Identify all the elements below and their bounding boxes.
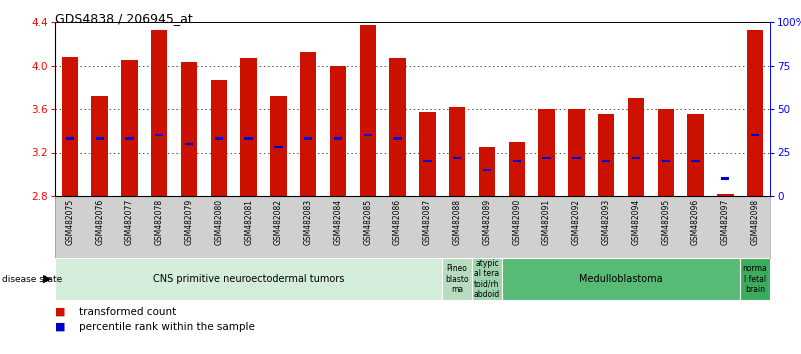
- Text: Medulloblastoma: Medulloblastoma: [579, 274, 663, 284]
- Bar: [240, 58, 257, 196]
- Bar: [740, 258, 770, 300]
- Bar: [538, 109, 555, 196]
- Text: percentile rank within the sample: percentile rank within the sample: [79, 322, 255, 332]
- Bar: [747, 30, 763, 196]
- Text: transformed count: transformed count: [79, 307, 176, 317]
- Bar: [449, 107, 465, 196]
- Bar: [300, 52, 316, 196]
- Bar: [453, 156, 461, 159]
- Bar: [691, 160, 700, 162]
- Bar: [572, 156, 581, 159]
- Text: GSM482091: GSM482091: [542, 199, 551, 245]
- Text: GSM482096: GSM482096: [691, 199, 700, 245]
- Bar: [479, 147, 495, 196]
- Bar: [66, 137, 74, 140]
- Bar: [502, 258, 740, 300]
- Text: ▶: ▶: [43, 274, 51, 284]
- Text: GSM482084: GSM482084: [333, 199, 343, 245]
- Text: GDS4838 / 206945_at: GDS4838 / 206945_at: [55, 12, 193, 25]
- Bar: [598, 114, 614, 196]
- Text: GSM482086: GSM482086: [393, 199, 402, 245]
- Bar: [483, 169, 491, 171]
- Bar: [121, 60, 138, 196]
- Bar: [185, 143, 193, 145]
- Bar: [423, 160, 432, 162]
- Bar: [472, 258, 502, 300]
- Text: disease state: disease state: [2, 274, 62, 284]
- Bar: [628, 98, 644, 196]
- Bar: [95, 137, 104, 140]
- Bar: [364, 134, 372, 136]
- Text: GSM482092: GSM482092: [572, 199, 581, 245]
- Bar: [602, 160, 610, 162]
- Bar: [509, 142, 525, 196]
- Text: GSM482076: GSM482076: [95, 199, 104, 245]
- Text: GSM482082: GSM482082: [274, 199, 283, 245]
- Bar: [125, 137, 134, 140]
- Bar: [662, 160, 670, 162]
- Text: norma
l fetal
brain: norma l fetal brain: [743, 264, 767, 294]
- Bar: [304, 137, 312, 140]
- Text: GSM482078: GSM482078: [155, 199, 163, 245]
- Bar: [270, 96, 287, 196]
- Bar: [211, 80, 227, 196]
- Bar: [389, 58, 406, 196]
- Text: GSM482094: GSM482094: [631, 199, 641, 245]
- Text: GSM482090: GSM482090: [513, 199, 521, 245]
- Bar: [334, 137, 342, 140]
- Bar: [155, 134, 163, 136]
- Text: Pineo
blasto
ma: Pineo blasto ma: [445, 264, 469, 294]
- Text: GSM482083: GSM482083: [304, 199, 312, 245]
- Bar: [62, 57, 78, 196]
- Bar: [244, 137, 253, 140]
- Bar: [717, 194, 734, 196]
- Bar: [687, 114, 704, 196]
- Bar: [568, 109, 585, 196]
- Text: ■: ■: [55, 322, 66, 332]
- Bar: [151, 30, 167, 196]
- Text: GSM482088: GSM482088: [453, 199, 461, 245]
- Text: GSM482097: GSM482097: [721, 199, 730, 245]
- Text: GSM482095: GSM482095: [662, 199, 670, 245]
- Text: GSM482075: GSM482075: [66, 199, 74, 245]
- Text: GSM482077: GSM482077: [125, 199, 134, 245]
- Bar: [330, 65, 346, 196]
- Bar: [442, 258, 472, 300]
- Text: GSM482089: GSM482089: [482, 199, 492, 245]
- Bar: [55, 258, 442, 300]
- Bar: [181, 62, 197, 196]
- Text: CNS primitive neuroectodermal tumors: CNS primitive neuroectodermal tumors: [153, 274, 344, 284]
- Text: GSM482079: GSM482079: [184, 199, 194, 245]
- Bar: [658, 109, 674, 196]
- Bar: [360, 25, 376, 196]
- Text: atypic
al tera
toid/rh
abdoid: atypic al tera toid/rh abdoid: [474, 259, 500, 299]
- Bar: [513, 160, 521, 162]
- Bar: [721, 177, 730, 180]
- Bar: [419, 112, 436, 196]
- Bar: [393, 137, 402, 140]
- Text: GSM482080: GSM482080: [215, 199, 223, 245]
- Bar: [274, 146, 283, 148]
- Bar: [215, 137, 223, 140]
- Bar: [542, 156, 551, 159]
- Bar: [91, 96, 108, 196]
- Text: ■: ■: [55, 307, 66, 317]
- Text: GSM482093: GSM482093: [602, 199, 610, 245]
- Text: GSM482098: GSM482098: [751, 199, 759, 245]
- Text: GSM482087: GSM482087: [423, 199, 432, 245]
- Text: GSM482085: GSM482085: [364, 199, 372, 245]
- Bar: [751, 134, 759, 136]
- Bar: [632, 156, 640, 159]
- Text: GSM482081: GSM482081: [244, 199, 253, 245]
